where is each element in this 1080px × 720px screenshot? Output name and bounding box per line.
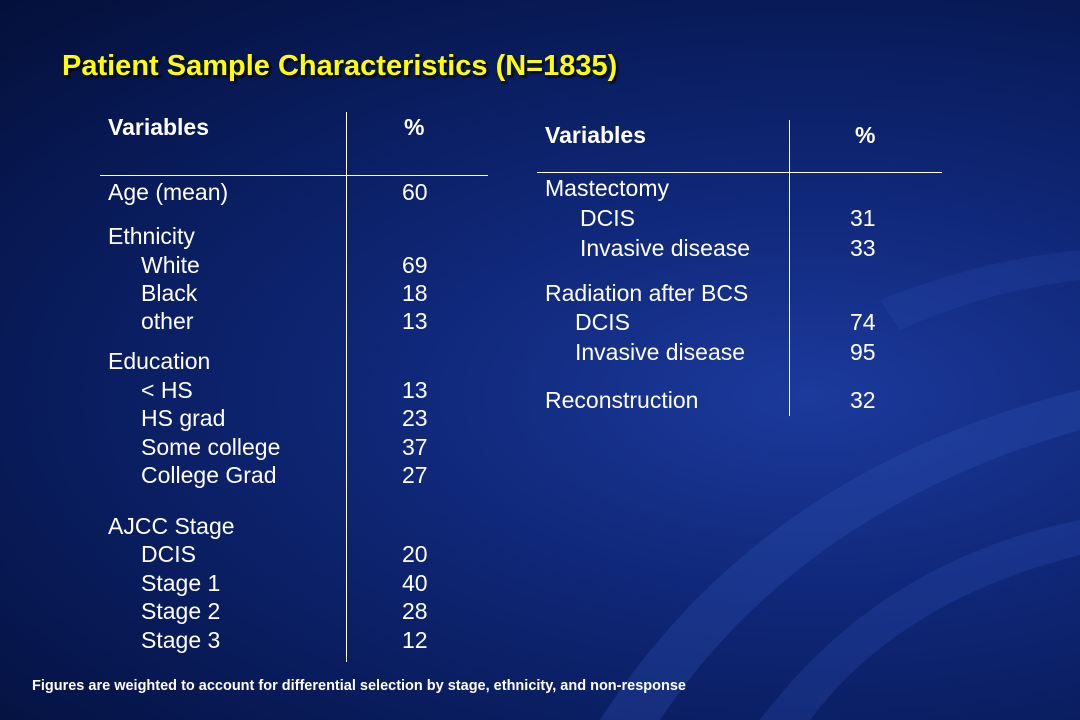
row-value: 40	[402, 570, 428, 596]
row-label: Mastectomy	[545, 175, 669, 201]
footnote: Figures are weighted to account for diff…	[32, 678, 686, 694]
row-value: 27	[402, 462, 428, 488]
row-value: 13	[402, 377, 428, 403]
row-value: 60	[402, 179, 428, 205]
row-label: Ethnicity	[108, 223, 195, 249]
row-label: DCIS	[575, 309, 630, 335]
row-value: 23	[402, 405, 428, 431]
right-header-variables: Variables	[545, 122, 647, 148]
right-header-rule	[537, 172, 942, 173]
row-label: Education	[108, 348, 211, 374]
row-label: Stage 2	[141, 598, 221, 624]
row-label: Invasive disease	[575, 339, 746, 365]
row-value: 31	[850, 205, 876, 231]
row-value: 33	[850, 235, 876, 261]
left-header-percent: %	[404, 114, 425, 140]
row-label: College Grad	[141, 462, 277, 488]
row-label: Some college	[141, 434, 281, 460]
row-label: Radiation after BCS	[545, 280, 749, 306]
row-value: 28	[402, 598, 428, 624]
row-value: 12	[402, 627, 428, 653]
row-value: 32	[850, 387, 876, 413]
row-label: Stage 1	[141, 570, 221, 596]
left-header-variables: Variables	[108, 114, 210, 140]
row-value: 37	[402, 434, 428, 460]
row-label: other	[141, 308, 194, 334]
row-label: DCIS	[141, 541, 196, 567]
row-label: Stage 3	[141, 627, 221, 653]
row-label: HS grad	[141, 405, 226, 431]
slide-title: Patient Sample Characteristics (N=1835)	[62, 50, 618, 82]
row-value: 13	[402, 308, 428, 334]
row-label: Reconstruction	[545, 387, 699, 413]
right-header-percent: %	[855, 122, 876, 148]
row-label: Invasive disease	[580, 235, 751, 261]
row-label: White	[141, 252, 200, 278]
row-label: AJCC Stage	[108, 513, 235, 539]
right-column-divider	[789, 120, 790, 416]
row-value: 74	[850, 309, 876, 335]
row-value: 18	[402, 280, 428, 306]
left-header-rule	[100, 175, 488, 176]
row-value: 95	[850, 339, 876, 365]
row-value: 69	[402, 252, 428, 278]
row-label: Age (mean)	[108, 179, 229, 205]
row-label: DCIS	[580, 205, 635, 231]
row-value: 20	[402, 541, 428, 567]
row-label: Black	[141, 280, 198, 306]
row-label: < HS	[141, 377, 193, 403]
left-column-divider	[346, 112, 347, 662]
